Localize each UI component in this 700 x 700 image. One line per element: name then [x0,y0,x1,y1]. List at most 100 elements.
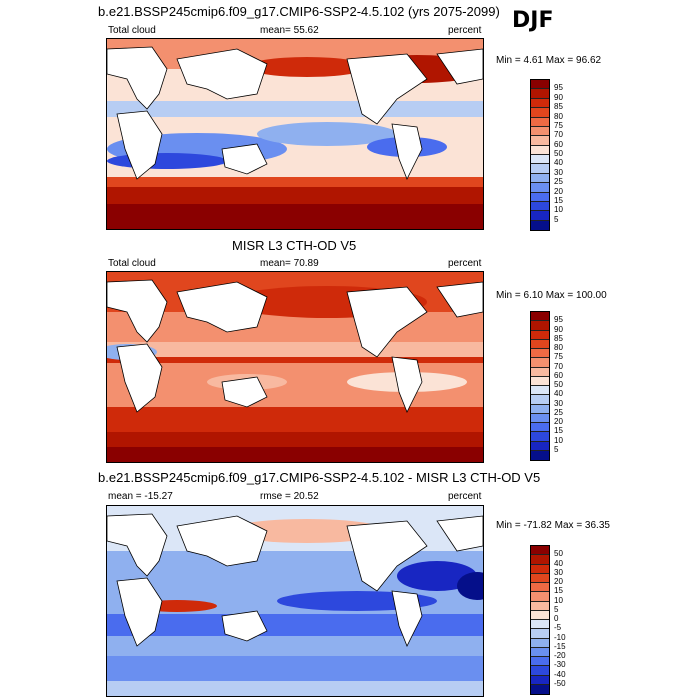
colorbar-segment [531,555,549,565]
colorbar-tick-label: 5 [554,604,559,614]
panel2-map-field [107,272,483,462]
colorbar-tick-label: 60 [554,139,563,149]
colorbar-segment [531,117,549,127]
panel1-map-field [107,39,483,229]
panel2-units-label: percent [448,258,482,269]
colorbar-segment [531,573,549,583]
colorbar-tick-label: 50 [554,549,563,559]
colorbar-segment [531,145,549,155]
colorbar-tick-label: 15 [554,195,563,205]
colorbar-tick-label: 20 [554,577,563,586]
colorbar-segment [531,395,549,405]
panel1-title: b.e21.BSSP245cmip6.f09_g17.CMIP6-SSP2-4.… [98,4,500,19]
colorbar-tick-label: 10 [554,595,563,605]
colorbar-segment [531,684,549,694]
panel3-mean-label: mean = -15.27 [108,491,173,502]
colorbar-tick-label: 5 [554,444,559,454]
colorbar-tick-label: 25 [554,407,563,417]
colorbar-segment [531,98,549,109]
panel2-variable-label: Total cloud [108,258,156,269]
colorbar-tick-label: -30 [554,660,566,670]
colorbar-tick-label: 20 [554,417,563,426]
colorbar-segment [531,339,549,349]
colorbar-segment [531,367,549,377]
colorbar-segment [531,164,549,174]
colorbar-segment [531,564,549,574]
panel2-map [106,271,484,463]
colorbar-tick-label: 60 [554,370,563,380]
colorbar-segment [531,312,549,322]
colorbar-tick-label: 75 [554,120,563,130]
panel1-minmax: Min = 4.61 Max = 96.62 [496,55,602,66]
colorbar-segment [531,583,549,593]
panel3-colorbar [530,545,550,695]
colorbar-tick-label: -10 [554,632,566,642]
colorbar-tick-label: 30 [554,167,563,177]
colorbar-tick-label: 30 [554,567,563,577]
panel1-colorbar-ticks: 95 90 85 80 75 70 60 50 40 30 25 20 15 10 5 [554,79,584,229]
panel2-minmax: Min = 6.10 Max = 100.00 [496,290,607,301]
panel3-minmax: Min = -71.82 Max = 36.35 [496,520,610,531]
colorbar-tick-label: 70 [554,130,563,140]
panel3-units-label: percent [448,491,482,502]
colorbar-segment [531,358,549,368]
colorbar-tick-label: 15 [554,426,563,436]
panel3-map [106,505,484,697]
colorbar-segment [531,376,549,386]
colorbar-tick-label: 25 [554,177,563,187]
colorbar-segment [531,330,549,340]
colorbar-tick-label: 30 [554,398,563,408]
colorbar-segment [531,413,549,423]
colorbar-segment [531,89,549,99]
colorbar-tick-label: 70 [554,361,563,371]
colorbar-segment [531,675,549,685]
colorbar-segment [531,610,549,620]
colorbar-segment [531,386,549,396]
colorbar-segment [531,666,549,676]
colorbar-segment [531,136,549,146]
colorbar-tick-label: 5 [554,214,559,224]
season-label: DJF [512,8,554,33]
colorbar-tick-label: 90 [554,324,563,334]
panel2-colorbar [530,311,550,461]
panel2-mean-label: mean= 70.89 [260,258,319,269]
colorbar-segment [531,423,549,433]
colorbar-segment [531,629,549,639]
colorbar-segment [531,432,549,442]
colorbar-tick-label: 95 [554,315,563,325]
colorbar-segment [531,192,549,202]
colorbar-tick-label: 50 [554,149,563,158]
colorbar-tick-label: -50 [554,678,566,688]
colorbar-segment [531,173,549,184]
colorbar-segment [531,441,549,451]
colorbar-segment [531,647,549,657]
colorbar-tick-label: 40 [554,558,563,568]
colorbar-tick-label: -15 [554,641,566,651]
panel1-mean-label: mean= 55.62 [260,25,319,36]
colorbar-tick-label: 10 [554,205,563,215]
colorbar-segment [531,546,549,556]
colorbar-segment [531,126,549,137]
panel1-units-label: percent [448,25,482,36]
colorbar-segment [531,349,549,359]
panel3-title: b.e21.BSSP245cmip6.f09_g17.CMIP6-SSP2-4.… [98,470,541,485]
colorbar-tick-label: 40 [554,158,563,168]
colorbar-tick-label: 85 [554,102,563,112]
panel1-variable-label: Total cloud [108,25,156,36]
colorbar-tick-label: 75 [554,352,563,362]
colorbar-segment [531,80,549,90]
colorbar-segment [531,450,549,460]
panel1-colorbar [530,79,550,231]
panel3-rmse-label: rmse = 20.52 [260,491,319,502]
colorbar-segment [531,592,549,602]
colorbar-segment [531,108,549,118]
colorbar-tick-label: 80 [554,111,563,121]
colorbar-tick-label: 0 [554,614,559,623]
colorbar-tick-label: 15 [554,586,563,596]
colorbar-segment [531,211,549,221]
colorbar-segment [531,155,549,165]
colorbar-segment [531,183,549,193]
panel3-colorbar-ticks: 50 40 30 20 15 10 5 0 -5 -10 -15 -20 -30 -40 -50 [554,545,584,693]
panel2-title: MISR L3 CTH-OD V5 [232,238,357,253]
colorbar-segment [531,638,549,648]
